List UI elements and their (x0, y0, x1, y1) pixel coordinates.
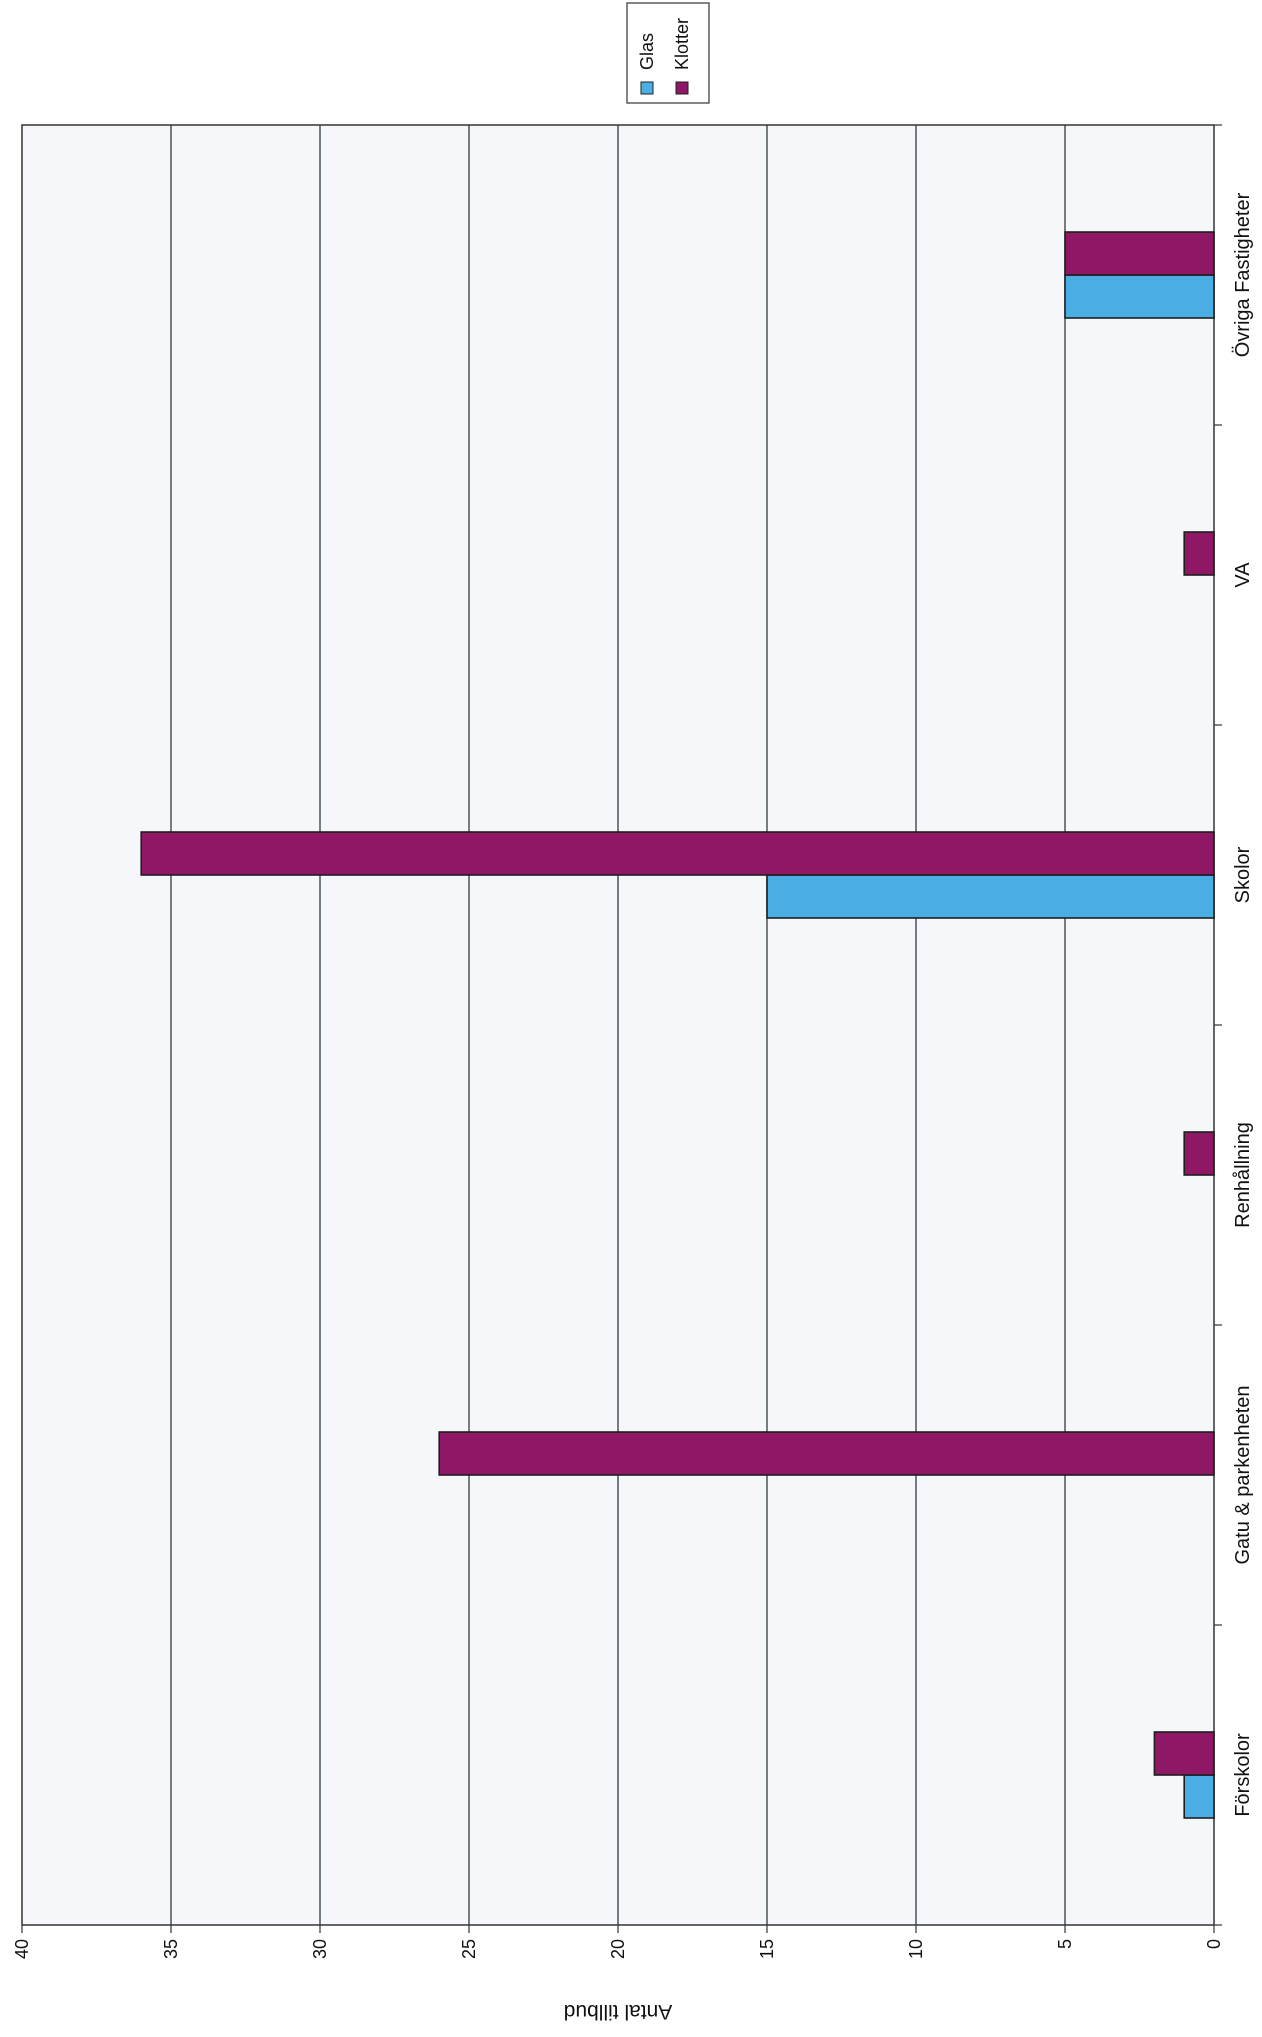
value-tick-label: 5 (1055, 1939, 1075, 1949)
bars (140, 231, 1215, 1819)
value-tick-label: 10 (906, 1939, 926, 1959)
bar-glas-ovriga-fastigheter (1064, 274, 1215, 319)
bar-klotter-ovriga-fastigheter (1064, 231, 1215, 276)
bar-klotter-va (1183, 531, 1215, 576)
gridlines (170, 125, 1066, 1925)
legend-label-glas: Glas (637, 33, 657, 70)
value-tick-label: 40 (12, 1939, 32, 1959)
bar-klotter-gatu-parkenheten (438, 1431, 1215, 1476)
category-label-gatu-parkenheten: Gatu & parkenheten (1232, 1385, 1254, 1564)
category-label-skolor: Skolor (1232, 846, 1254, 903)
legend-swatch-klotter (675, 81, 689, 95)
category-label-va: VA (1232, 562, 1254, 588)
value-tick-label: 25 (459, 1939, 479, 1959)
bar-klotter-skolor (140, 831, 1215, 876)
bar-klotter-forskolor (1153, 1731, 1215, 1776)
value-tick-label: 0 (1204, 1939, 1224, 1949)
legend-swatch-glas (640, 81, 654, 95)
category-label-renhallning: Renhållning (1232, 1122, 1254, 1228)
bar-klotter-renhallning (1183, 1131, 1215, 1176)
value-tick-label: 20 (608, 1939, 628, 1959)
value-axis-ticks: 0 5 10 15 20 25 30 35 40 (12, 1925, 1224, 1959)
legend-label-klotter: Klotter (672, 18, 692, 70)
bar-glas-forskolor (1183, 1774, 1215, 1819)
value-axis-title: Antal tillbud (564, 2000, 673, 2023)
category-label-forskolor: Förskolor (1232, 1733, 1254, 1817)
bar-glas-skolor (766, 874, 1215, 919)
category-label-ovriga-fastigheter: Övriga Fastigheter (1232, 192, 1254, 357)
legend: Glas Klotter (626, 2, 710, 104)
value-tick-label: 30 (310, 1939, 330, 1959)
value-tick-label: 35 (161, 1939, 181, 1959)
value-tick-label: 15 (757, 1939, 777, 1959)
category-axis-ticks: Förskolor Gatu & parkenheten Renhållning Sk… (1214, 124, 1254, 1926)
